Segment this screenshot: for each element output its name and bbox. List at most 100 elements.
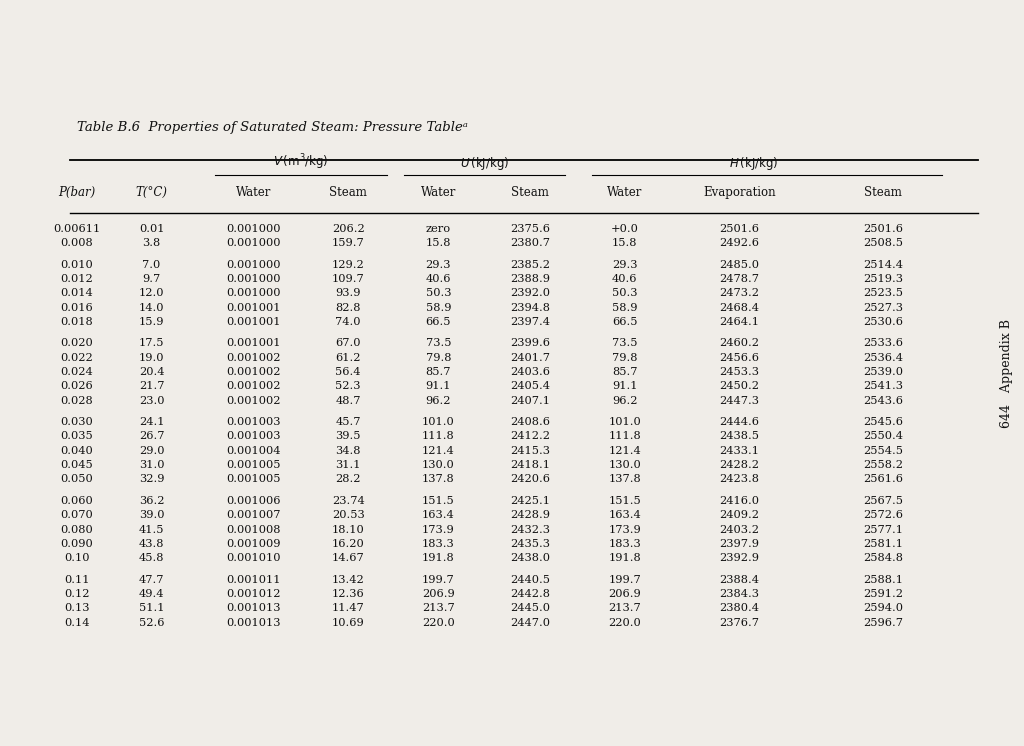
Text: 13.42: 13.42 bbox=[332, 574, 365, 585]
Text: 0.045: 0.045 bbox=[60, 460, 93, 470]
Text: 0.014: 0.014 bbox=[60, 288, 93, 298]
Text: 56.4: 56.4 bbox=[336, 367, 360, 377]
Text: 109.7: 109.7 bbox=[332, 274, 365, 284]
Text: 12.36: 12.36 bbox=[332, 589, 365, 599]
Text: 2399.6: 2399.6 bbox=[510, 339, 551, 348]
Text: 11.47: 11.47 bbox=[332, 604, 365, 613]
Text: 0.001002: 0.001002 bbox=[226, 367, 282, 377]
Text: 159.7: 159.7 bbox=[332, 238, 365, 248]
Text: 2375.6: 2375.6 bbox=[510, 224, 551, 233]
Text: 2588.1: 2588.1 bbox=[862, 574, 903, 585]
Text: 2572.6: 2572.6 bbox=[862, 510, 903, 520]
Text: 2539.0: 2539.0 bbox=[862, 367, 903, 377]
Text: 0.001000: 0.001000 bbox=[226, 238, 282, 248]
Text: 21.7: 21.7 bbox=[139, 381, 164, 392]
Text: 29.3: 29.3 bbox=[612, 260, 637, 269]
Text: 0.001007: 0.001007 bbox=[226, 510, 282, 520]
Text: 121.4: 121.4 bbox=[608, 446, 641, 456]
Text: 47.7: 47.7 bbox=[139, 574, 164, 585]
Text: 49.4: 49.4 bbox=[139, 589, 164, 599]
Text: 2432.3: 2432.3 bbox=[510, 524, 551, 535]
Text: 50.3: 50.3 bbox=[612, 288, 637, 298]
Text: 0.001002: 0.001002 bbox=[226, 395, 282, 406]
Text: 61.2: 61.2 bbox=[336, 353, 360, 363]
Text: Evaporation: Evaporation bbox=[703, 186, 775, 199]
Text: 9.7: 9.7 bbox=[142, 274, 161, 284]
Text: P(bar): P(bar) bbox=[58, 186, 95, 199]
Text: 2444.6: 2444.6 bbox=[719, 417, 760, 427]
Text: 2385.2: 2385.2 bbox=[510, 260, 551, 269]
Text: 0.030: 0.030 bbox=[60, 417, 93, 427]
Text: 2561.6: 2561.6 bbox=[862, 474, 903, 484]
Text: 2405.4: 2405.4 bbox=[510, 381, 551, 392]
Text: 199.7: 199.7 bbox=[422, 574, 455, 585]
Text: 82.8: 82.8 bbox=[336, 303, 360, 313]
Text: 2420.6: 2420.6 bbox=[510, 474, 551, 484]
Text: 2456.6: 2456.6 bbox=[719, 353, 760, 363]
Text: 96.2: 96.2 bbox=[612, 395, 637, 406]
Text: 2416.0: 2416.0 bbox=[719, 496, 760, 506]
Text: 130.0: 130.0 bbox=[422, 460, 455, 470]
Text: 2438.0: 2438.0 bbox=[510, 554, 551, 563]
Text: 2435.3: 2435.3 bbox=[510, 539, 551, 549]
Text: 40.6: 40.6 bbox=[426, 274, 451, 284]
Text: 34.8: 34.8 bbox=[336, 446, 360, 456]
Text: Steam: Steam bbox=[512, 186, 549, 199]
Text: 2536.4: 2536.4 bbox=[862, 353, 903, 363]
Text: 40.6: 40.6 bbox=[612, 274, 637, 284]
Text: 2581.1: 2581.1 bbox=[862, 539, 903, 549]
Text: 2397.9: 2397.9 bbox=[719, 539, 760, 549]
Text: 183.3: 183.3 bbox=[608, 539, 641, 549]
Text: 96.2: 96.2 bbox=[426, 395, 451, 406]
Text: 2478.7: 2478.7 bbox=[719, 274, 760, 284]
Text: 0.022: 0.022 bbox=[60, 353, 93, 363]
Text: Table B.6  Properties of Saturated Steam: Pressure Tableᵃ: Table B.6 Properties of Saturated Steam:… bbox=[77, 122, 468, 134]
Text: zero: zero bbox=[426, 224, 451, 233]
Text: 0.001000: 0.001000 bbox=[226, 274, 282, 284]
Text: 213.7: 213.7 bbox=[422, 604, 455, 613]
Text: 2501.6: 2501.6 bbox=[719, 224, 760, 233]
Text: 12.0: 12.0 bbox=[139, 288, 164, 298]
Text: 2392.9: 2392.9 bbox=[719, 554, 760, 563]
Text: 101.0: 101.0 bbox=[608, 417, 641, 427]
Text: 20.53: 20.53 bbox=[332, 510, 365, 520]
Text: 66.5: 66.5 bbox=[612, 317, 637, 327]
Text: 206.9: 206.9 bbox=[608, 589, 641, 599]
Text: 2412.2: 2412.2 bbox=[510, 431, 551, 442]
Text: 137.8: 137.8 bbox=[422, 474, 455, 484]
Text: 36.2: 36.2 bbox=[139, 496, 164, 506]
Text: 2577.1: 2577.1 bbox=[862, 524, 903, 535]
Text: 0.10: 0.10 bbox=[65, 554, 89, 563]
Text: 2401.7: 2401.7 bbox=[510, 353, 551, 363]
Text: $U\,({\rm kJ/kg})$: $U\,({\rm kJ/kg})$ bbox=[460, 154, 509, 172]
Text: 2501.6: 2501.6 bbox=[862, 224, 903, 233]
Text: 0.001003: 0.001003 bbox=[226, 417, 282, 427]
Text: 0.001000: 0.001000 bbox=[226, 224, 282, 233]
Text: 183.3: 183.3 bbox=[422, 539, 455, 549]
Text: 2425.1: 2425.1 bbox=[510, 496, 551, 506]
Text: 0.020: 0.020 bbox=[60, 339, 93, 348]
Text: 0.001000: 0.001000 bbox=[226, 260, 282, 269]
Text: 644   Appendix B: 644 Appendix B bbox=[1000, 319, 1013, 427]
Text: 0.00611: 0.00611 bbox=[53, 224, 100, 233]
Text: 2453.3: 2453.3 bbox=[719, 367, 760, 377]
Text: 2464.1: 2464.1 bbox=[719, 317, 760, 327]
Text: 0.001008: 0.001008 bbox=[226, 524, 282, 535]
Text: 14.0: 14.0 bbox=[139, 303, 164, 313]
Text: 2541.3: 2541.3 bbox=[862, 381, 903, 392]
Text: 2543.6: 2543.6 bbox=[862, 395, 903, 406]
Text: 173.9: 173.9 bbox=[422, 524, 455, 535]
Text: 206.9: 206.9 bbox=[422, 589, 455, 599]
Text: 0.010: 0.010 bbox=[60, 260, 93, 269]
Text: +0.0: +0.0 bbox=[610, 224, 639, 233]
Text: 0.001005: 0.001005 bbox=[226, 474, 282, 484]
Text: Water: Water bbox=[607, 186, 642, 199]
Text: $V\,({\rm m^3/kg})$: $V\,({\rm m^3/kg})$ bbox=[273, 152, 329, 172]
Text: 206.2: 206.2 bbox=[332, 224, 365, 233]
Text: 0.012: 0.012 bbox=[60, 274, 93, 284]
Text: 2380.4: 2380.4 bbox=[719, 604, 760, 613]
Text: 0.001010: 0.001010 bbox=[226, 554, 282, 563]
Text: 2485.0: 2485.0 bbox=[719, 260, 760, 269]
Text: 151.5: 151.5 bbox=[422, 496, 455, 506]
Text: 17.5: 17.5 bbox=[139, 339, 164, 348]
